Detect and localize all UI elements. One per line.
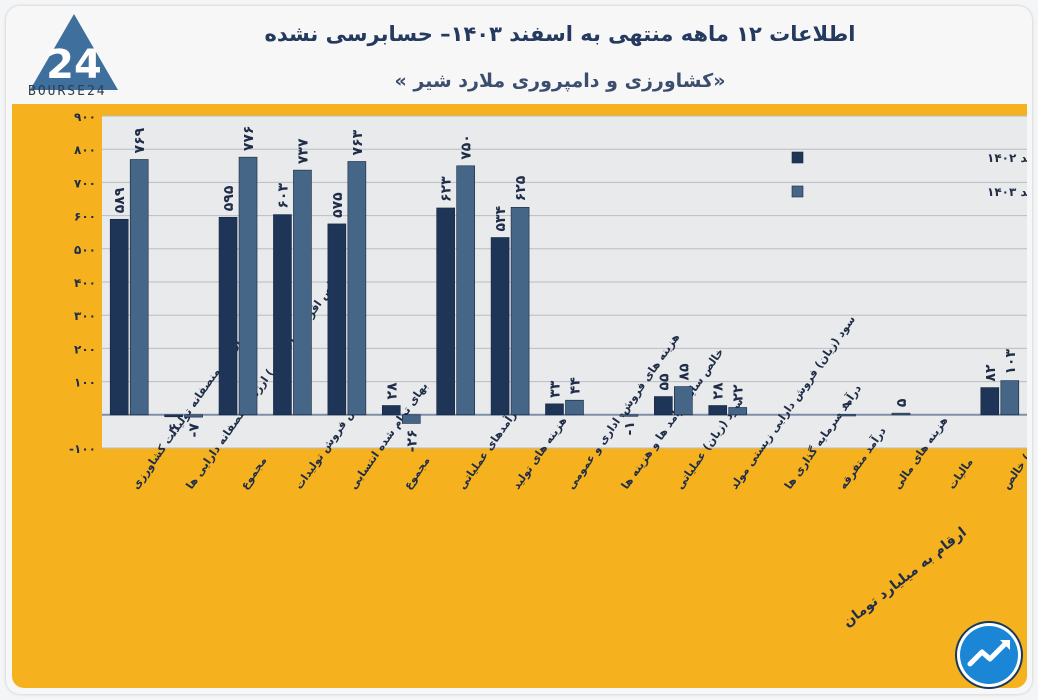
- data-label: -۱: [622, 421, 638, 435]
- data-label: -۷: [187, 423, 203, 438]
- y-tick-label: ۸۰۰: [74, 143, 96, 157]
- data-label: ۶۲۳: [439, 176, 455, 202]
- data-label: ۸۲: [983, 364, 999, 382]
- y-tick-label: ۷۰۰: [74, 176, 96, 190]
- legend-label: عملکرد منتهی به اسفند ۱۴۰۳: [987, 185, 1027, 199]
- bar-1402: [327, 223, 347, 416]
- bar-1403: [565, 399, 584, 416]
- y-tick-label: ۱۰۰: [74, 376, 96, 390]
- data-label: -۲۶: [404, 429, 420, 452]
- bar-1402: [164, 414, 183, 418]
- bar-1403: [347, 161, 367, 416]
- data-label: ۷۵۰: [459, 134, 475, 160]
- bar-chart: -۱۰۰۱۰۰۲۰۰۳۰۰۴۰۰۵۰۰۶۰۰۷۰۰۸۰۰۹۰۰۵۸۹۷۶۹ارز…: [69, 110, 1027, 492]
- category-label: مجموع: [401, 454, 433, 491]
- bar-1403: [401, 414, 421, 424]
- bar-1403: [293, 169, 312, 416]
- bar-1402: [109, 218, 129, 416]
- data-label: ۳۳: [548, 380, 564, 398]
- data-label: -۶: [167, 423, 183, 437]
- data-label: ۵۸۹: [112, 187, 128, 213]
- y-tick-label: ۶۰۰: [74, 210, 96, 224]
- bar-1402: [436, 207, 455, 416]
- bar-1402: [980, 387, 1000, 416]
- data-label: ۲۲: [731, 384, 747, 402]
- data-label: ۶۰۳: [275, 183, 291, 209]
- page-title: اطلاعات ۱۲ ماهه منتهی به اسفند ۱۴۰۳– حسا…: [264, 22, 856, 46]
- chart-panel: -۱۰۰ ۱۰۰ ۲۰۰ ۳۰۰ ۴۰۰ ۵۰۰ ۶۰۰ ۷۰۰ ۸۰۰ ۹۰۰ ۵۸۹ ۷۶۹ ارز…: [12, 104, 1027, 688]
- bar-1402: [545, 403, 564, 416]
- bar-1402: [381, 405, 401, 416]
- bar-1403: [1000, 380, 1020, 416]
- y-tick-label: ۴۰۰: [74, 276, 96, 290]
- bar-1402: [218, 216, 238, 416]
- data-label: ۵۷۵: [330, 192, 346, 218]
- data-label: ۵۵: [656, 373, 672, 391]
- bar-1403: [129, 159, 149, 416]
- data-label: ۲۸: [711, 382, 727, 400]
- trend-arrow-icon: [960, 626, 1018, 684]
- data-label: ۴۴: [568, 377, 584, 395]
- data-label: ۱۰۳: [1003, 349, 1019, 375]
- data-label: ۷۳۷: [295, 138, 311, 164]
- data-label: ۲۸: [384, 382, 400, 400]
- data-label: ۵۹۵: [221, 185, 237, 211]
- y-tick-label: -۱۰۰: [69, 442, 96, 456]
- category-label: مالیات: [945, 456, 976, 492]
- page-subtitle: «کشاورزی و دامپروری ملارد شیر »: [394, 70, 726, 92]
- data-label: ۷۷۶: [241, 126, 257, 152]
- bar-1403: [238, 156, 258, 416]
- bar-1403: [456, 165, 475, 416]
- y-tick-label: ۵۰۰: [74, 243, 96, 257]
- bar-1403: [891, 412, 911, 416]
- logo-text: BOURSE24: [28, 84, 107, 99]
- data-label: ۶۲۵: [513, 175, 529, 201]
- bar-1403: [674, 386, 693, 416]
- bar-1402: [654, 396, 673, 416]
- data-label: ۵: [894, 398, 910, 407]
- header: 24 BOURSE24 اطلاعات ۱۲ ماهه منتهی به اسف…: [0, 0, 1038, 104]
- y-tick-label: ۳۰۰: [74, 309, 96, 323]
- y-tick-label: ۹۰۰: [74, 110, 96, 124]
- data-label: ۷۶۹: [132, 127, 148, 153]
- bar-1403: [184, 414, 203, 418]
- data-label: ۱: [840, 400, 856, 409]
- bar-1402: [708, 405, 728, 416]
- bar-1403: [837, 414, 856, 417]
- legend-swatch: [791, 151, 804, 164]
- bar-1403: [728, 407, 748, 416]
- bar-1402: [273, 214, 292, 416]
- bar-1403: [619, 414, 639, 417]
- bar-1403: [510, 207, 530, 416]
- category-label: مجموع: [238, 454, 270, 491]
- logo-triangle-icon: [30, 14, 118, 90]
- data-label: ۸۵: [676, 363, 692, 381]
- data-label: ۵۳۴: [493, 205, 509, 231]
- bourse24-logo: 24: [30, 14, 118, 90]
- data-label: ۷۶۳: [350, 129, 366, 155]
- legend-label: عملکرد منتهی به اسفند ۱۴۰۲: [987, 151, 1027, 165]
- logo-mark: 24: [46, 42, 102, 88]
- y-tick-label: ۲۰۰: [74, 342, 96, 356]
- bar-1402: [490, 237, 510, 416]
- legend-swatch: [791, 185, 804, 198]
